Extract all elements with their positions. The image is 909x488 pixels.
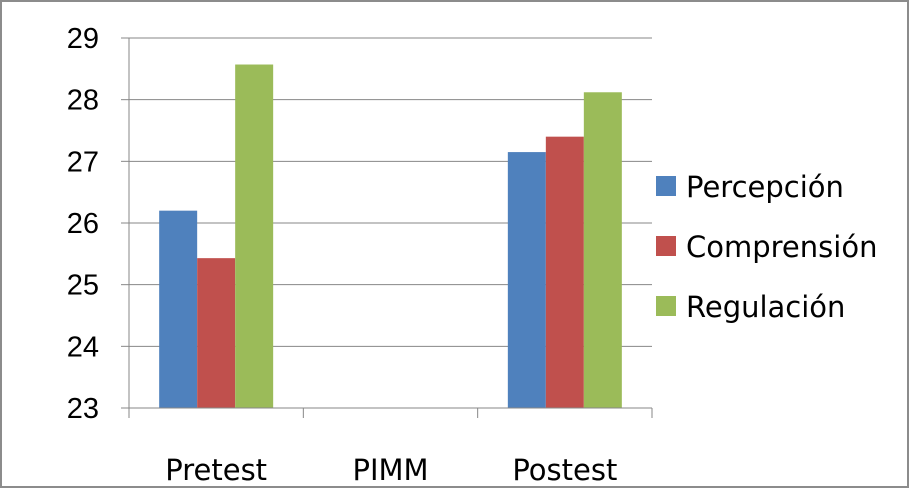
bar-percepción [507, 152, 546, 408]
x-tick-label: PIMM [352, 453, 428, 486]
axes [121, 37, 653, 418]
legend: Percepción Comprensión Regulación [656, 170, 877, 324]
legend-label: Comprensión [686, 230, 877, 264]
axis-labels: 23 24 25 26 27 28 29 Pretest PIMM Postest [67, 23, 618, 486]
bar-comprensión [197, 258, 236, 408]
y-tick-label: 26 [67, 208, 99, 240]
x-tick-label: Pretest [165, 453, 267, 486]
y-tick-label: 23 [67, 393, 99, 425]
bar-regulación [235, 64, 274, 408]
y-tick-label: 27 [67, 146, 99, 178]
legend-label: Regulación [686, 290, 845, 324]
bars [159, 64, 622, 409]
x-tick-label: Postest [512, 453, 617, 486]
y-tick-label: 28 [67, 85, 99, 117]
y-tick-label: 25 [67, 270, 99, 302]
y-tick-label: 24 [67, 331, 99, 363]
y-tick-label: 29 [67, 23, 99, 55]
legend-swatch [656, 176, 676, 196]
bar-comprensión [545, 136, 584, 408]
legend-swatch [656, 296, 676, 316]
bar-percepción [159, 210, 198, 408]
legend-label: Percepción [686, 170, 844, 204]
bar-regulación [583, 92, 622, 409]
legend-swatch [656, 236, 676, 256]
